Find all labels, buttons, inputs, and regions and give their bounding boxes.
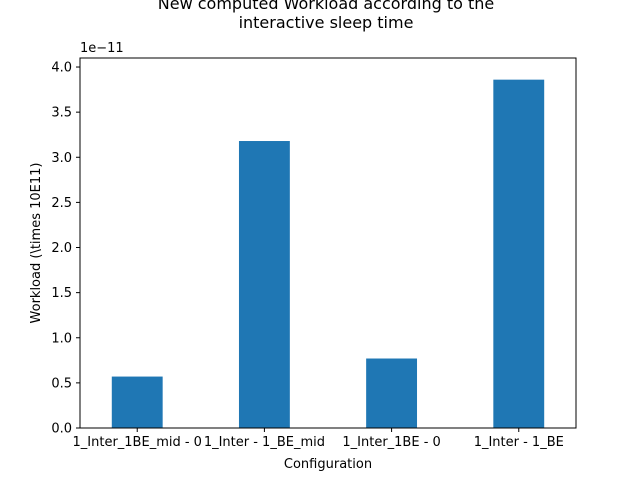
y-tick-label-0: 0.0 (51, 422, 72, 437)
x-tick-label-3: 1_Inter - 1_BE (474, 435, 564, 450)
chart-title-line-2: interactive sleep time (239, 13, 414, 32)
y-ticks-group: 0.0 0.5 1.0 1.5 2.0 2.5 3.0 3.5 4.0 (51, 61, 80, 437)
y-tick-label-1: 0.5 (51, 376, 72, 391)
y-tick-label-6: 3.0 (51, 151, 72, 166)
x-tick-label-2: 1_Inter_1BE - 0 (342, 435, 440, 450)
bar-2 (366, 358, 418, 428)
chart-title-line-1: New computed Workload according to the (158, 0, 494, 13)
y-tick-label-8: 4.0 (51, 61, 72, 76)
y-tick-label-2: 1.0 (51, 331, 72, 346)
y-tick-label-5: 2.5 (51, 196, 72, 211)
x-ticks-group: 1_Inter_1BE_mid - 0 1_Inter - 1_BE_mid 1_I… (73, 428, 564, 450)
bar-3 (493, 79, 545, 428)
y-tick-label-7: 3.5 (51, 106, 72, 121)
y-axis-offset-text: 1e−11 (80, 41, 124, 56)
bar-1 (238, 141, 290, 428)
plot-frame (79, 57, 577, 429)
chart-title: New computed Workload according to the i… (158, 0, 494, 32)
x-tick-label-1: 1_Inter - 1_BE_mid (204, 435, 325, 450)
y-axis-label: Workload (\times 10E11) (29, 163, 44, 324)
bar-0 (111, 376, 163, 428)
y-tick-label-4: 2.0 (51, 241, 72, 256)
x-axis-label: Configuration (284, 457, 372, 472)
bars-group (111, 79, 545, 428)
y-tick-label-3: 1.5 (51, 286, 72, 301)
x-tick-label-0: 1_Inter_1BE_mid - 0 (73, 435, 202, 450)
